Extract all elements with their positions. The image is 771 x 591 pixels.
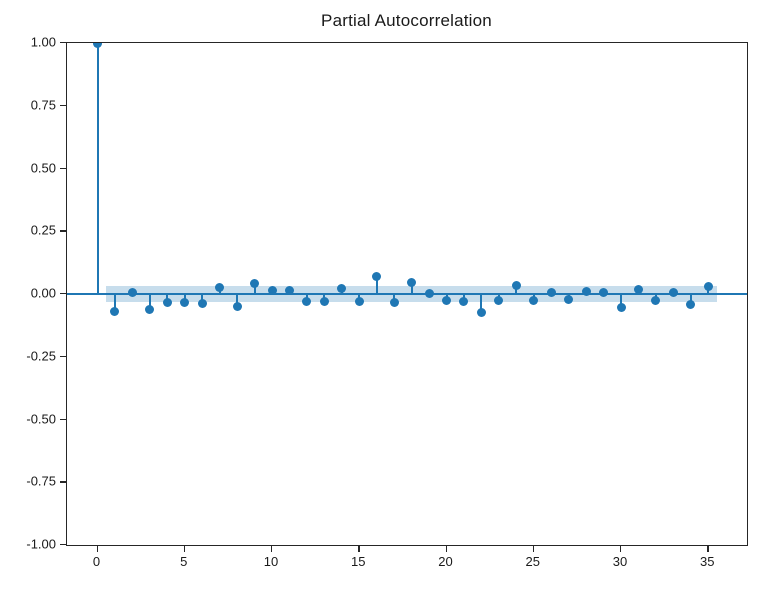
marker-lag-27 [564,294,574,304]
marker-lag-8 [232,302,242,312]
marker-lag-26 [546,288,556,298]
y-tick-1.00 [60,42,66,44]
marker-lag-7 [215,283,225,293]
x-tick-label-5: 5 [180,554,188,569]
marker-lag-24 [511,280,521,290]
marker-lag-1 [110,307,120,317]
marker-lag-22 [476,308,486,318]
stem-lag-0 [96,43,99,294]
marker-lag-5 [180,297,190,307]
marker-lag-4 [162,298,172,308]
stem-lag-1 [113,294,116,312]
marker-lag-0 [93,43,102,48]
marker-lag-10 [267,286,277,296]
y-tick-0.50 [60,167,66,169]
x-tick-label-20: 20 [438,554,453,569]
x-tick-10 [271,546,273,552]
x-tick-5 [183,546,186,552]
stem-lag-6 [201,294,204,304]
marker-lag-3 [145,305,155,315]
y-tick-label--0.75: -0.75 [26,473,56,489]
marker-lag-2 [127,288,137,298]
y-tick-label-0.50: 0.50 [30,160,56,175]
marker-lag-23 [494,296,504,306]
y-tick-label--0.25: -0.25 [26,348,56,364]
marker-lag-21 [459,296,469,306]
x-tick-35 [707,546,709,552]
x-tick-label-25: 25 [525,554,540,569]
marker-lag-25 [529,296,539,306]
marker-lag-19 [424,288,434,298]
y-tick-label-0.00: 0.00 [30,285,56,301]
marker-lag-18 [407,278,417,288]
zero-baseline [67,293,747,295]
marker-lag-9 [250,279,260,289]
y-tick-0.25 [60,230,66,232]
y-tick-label--0.50: -0.50 [26,411,56,426]
marker-lag-31 [633,285,643,295]
marker-lag-17 [389,297,399,307]
y-tick--0.25 [60,355,66,358]
x-tick-label-10: 10 [263,554,279,569]
marker-lag-20 [442,296,451,306]
y-tick-0.00 [60,293,66,295]
marker-lag-6 [197,299,207,309]
marker-lag-14 [337,284,347,294]
marker-lag-16 [372,272,382,282]
x-tick-label-15: 15 [351,554,366,569]
stem-lag-34 [689,294,692,305]
stem-lag-8 [236,294,239,307]
marker-lag-15 [354,297,364,307]
marker-lag-34 [686,299,696,309]
x-tick-label-30: 30 [612,554,628,569]
y-tick--0.50 [60,418,66,420]
x-tick-label-35: 35 [700,554,715,569]
marker-lag-33 [668,288,678,298]
marker-lag-28 [581,286,591,296]
marker-lag-13 [319,297,329,307]
x-tick-20 [445,546,447,552]
y-tick-label--1.00: -1.00 [26,536,56,552]
x-tick-15 [358,546,360,552]
plot-area [66,42,748,546]
stem-lag-16 [375,276,378,294]
stem-lag-22 [480,294,483,313]
x-tick-label-0: 0 [92,554,101,569]
stem-lag-18 [410,282,413,294]
marker-lag-32 [651,296,661,306]
x-tick-0 [96,546,98,552]
y-tick-label-0.75: 0.75 [30,97,56,113]
y-tick--0.75 [60,481,66,483]
stem-lag-3 [148,294,151,310]
marker-lag-30 [616,303,626,313]
marker-lag-29 [599,288,609,298]
stem-lag-30 [620,294,622,308]
marker-lag-35 [703,282,713,292]
marker-lag-11 [284,286,294,296]
stem-lag-9 [253,283,256,294]
x-tick-30 [620,546,622,552]
y-tick-label-1.00: 1.00 [30,34,56,50]
chart-title: Partial Autocorrelation [321,11,492,30]
x-tick-25 [532,546,535,552]
y-tick-label-0.25: 0.25 [30,222,56,238]
y-tick--1.00 [60,544,66,546]
marker-lag-12 [302,297,312,307]
y-tick-0.75 [60,104,66,107]
